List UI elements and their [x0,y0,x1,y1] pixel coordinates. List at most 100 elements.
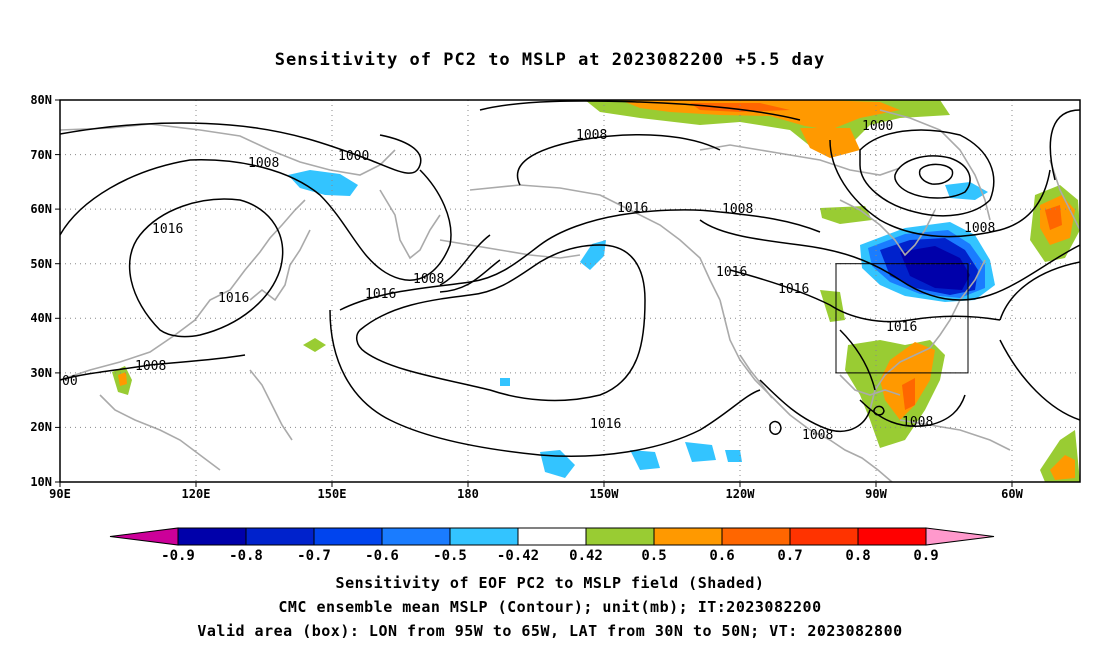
contour-1016-east [999,261,1080,321]
coast-na-west [719,299,831,441]
lon-label: 90W [865,487,887,501]
lat-label: 80N [30,93,52,107]
caption-line-2: CMC ensemble mean MSLP (Contour); unit(m… [278,598,822,616]
contour-1000-asia [60,122,422,174]
contour-1016-outer [329,309,761,458]
colorbar-tick-label: -0.6 [365,548,399,564]
coast-se-asia [99,394,221,471]
lon-label: 180 [457,487,479,501]
lon-label: 60W [1001,487,1023,501]
contour-label: 1000 [862,119,893,134]
coast-greenland [879,109,991,221]
contour-1008-asia [60,159,452,381]
colorbar-segment [177,527,247,546]
coast-central-america [829,439,893,482]
shaded-sensitivity [112,100,1080,482]
shade-ne-atlantic-red [1045,205,1062,230]
contour-1008-pacific [439,234,501,293]
contour-label: 1016 [778,282,809,297]
lat-label: 20N [30,420,52,434]
contour-label: 1016 [218,291,249,306]
colorbar-tick-label: -0.9 [161,548,195,564]
contour-1016-atl [999,109,1080,421]
shade-indochina-orange [118,372,127,386]
contour-label: 1016 [617,201,648,216]
lat-label: 40N [30,311,52,325]
valid-area-box [835,263,969,374]
coast-alaska [469,184,721,301]
contour-label: 1008 [802,428,833,443]
contour-label: 1016 [152,222,183,237]
caption-line-1: Sensitivity of EOF PC2 to MSLP field (Sh… [335,574,765,592]
shade-okhotsk-blue [288,170,358,196]
shade-pacific-green [303,338,326,352]
shade-blue-core [900,246,970,290]
contour-label: 1016 [590,417,621,432]
map-frame [59,99,1081,483]
coast-philippines [249,369,293,441]
shade-arctic-orange2 [690,103,790,112]
contour-1016-high [355,244,646,402]
colorbar-segment [585,527,655,546]
colorbar [109,527,995,546]
coast-hudson [839,199,936,257]
colorbar-segment [789,527,859,546]
coast-aleutians [439,239,581,259]
colorbar-tick-label: 0.6 [709,548,734,564]
colorbar-segment [245,527,315,546]
contour-label: 00 [62,374,78,389]
lon-label: 120E [182,487,211,501]
contour-label: 1008 [964,221,995,236]
contour-label: 1008 [413,272,444,287]
coast-korea-japan [249,229,311,302]
mslp-contours [60,100,1080,458]
contour-1008-arctic [479,100,801,186]
shade-canada-green [820,206,872,224]
coastlines [60,109,1080,482]
shade-gulf-orange [880,342,935,420]
lat-label: 10N [30,475,52,489]
colorbar-tick-label: 0.5 [641,548,666,564]
colorbar-tick-label: -0.8 [229,548,263,564]
contour-small-loop2 [873,405,885,416]
contour-small-loop [769,420,782,435]
colorbar-tick-label: -0.42 [497,548,539,564]
contour-1016-pacific [339,209,821,311]
colorbar-min-triangle [109,527,179,546]
colorbar-tick-label: 0.7 [777,548,802,564]
coast-caribbean [899,419,1011,451]
colorbar-segment [721,527,791,546]
contour-label: 1008 [722,202,753,217]
lon-label: 90E [49,487,71,501]
axis-ticks [55,99,1013,487]
contour-label: 1016 [365,287,396,302]
coast-china [60,199,306,381]
shade-aleutian-blue [580,240,606,270]
contour-1016-canada [729,269,1001,323]
shade-tropic-blue1 [540,450,575,478]
shade-tropic-atl-orange [1050,455,1075,480]
shade-tropic-blue3 [685,442,716,462]
contour-labels: 1008 1000 1016 1016 1008 1000 1008 1016 … [62,119,995,443]
contour-1008-greenland [829,139,1051,238]
contour-984-greenland [918,163,954,185]
colorbar-tick-label: 0.42 [569,548,603,564]
colorbar-tick-label: 0.8 [845,548,870,564]
contour-label: 1008 [576,128,607,143]
colorbar-labels: -0.9 -0.8 -0.7 -0.6 -0.5 -0.42 0.42 0.5 0.6 0.7 0.… [161,548,939,564]
coast-baja [739,354,773,399]
coast-canada-arctic [699,144,901,176]
latitude-labels: 80N 70N 60N 50N 40N 30N 20N 10N [30,93,52,489]
shade-tropic-blue2 [630,450,660,470]
shade-gulf-red [902,378,915,410]
colorbar-tick-label: -0.7 [297,548,331,564]
colorbar-segment [313,527,383,546]
shade-tropic-blue4 [725,450,742,462]
contour-1016-asia [128,198,284,338]
shade-small-blue [500,378,510,386]
contour-1008-canada [699,219,1080,301]
coast-kamchatka [379,189,441,260]
contour-label: 1008 [902,415,933,430]
coast-gulf [839,374,901,396]
